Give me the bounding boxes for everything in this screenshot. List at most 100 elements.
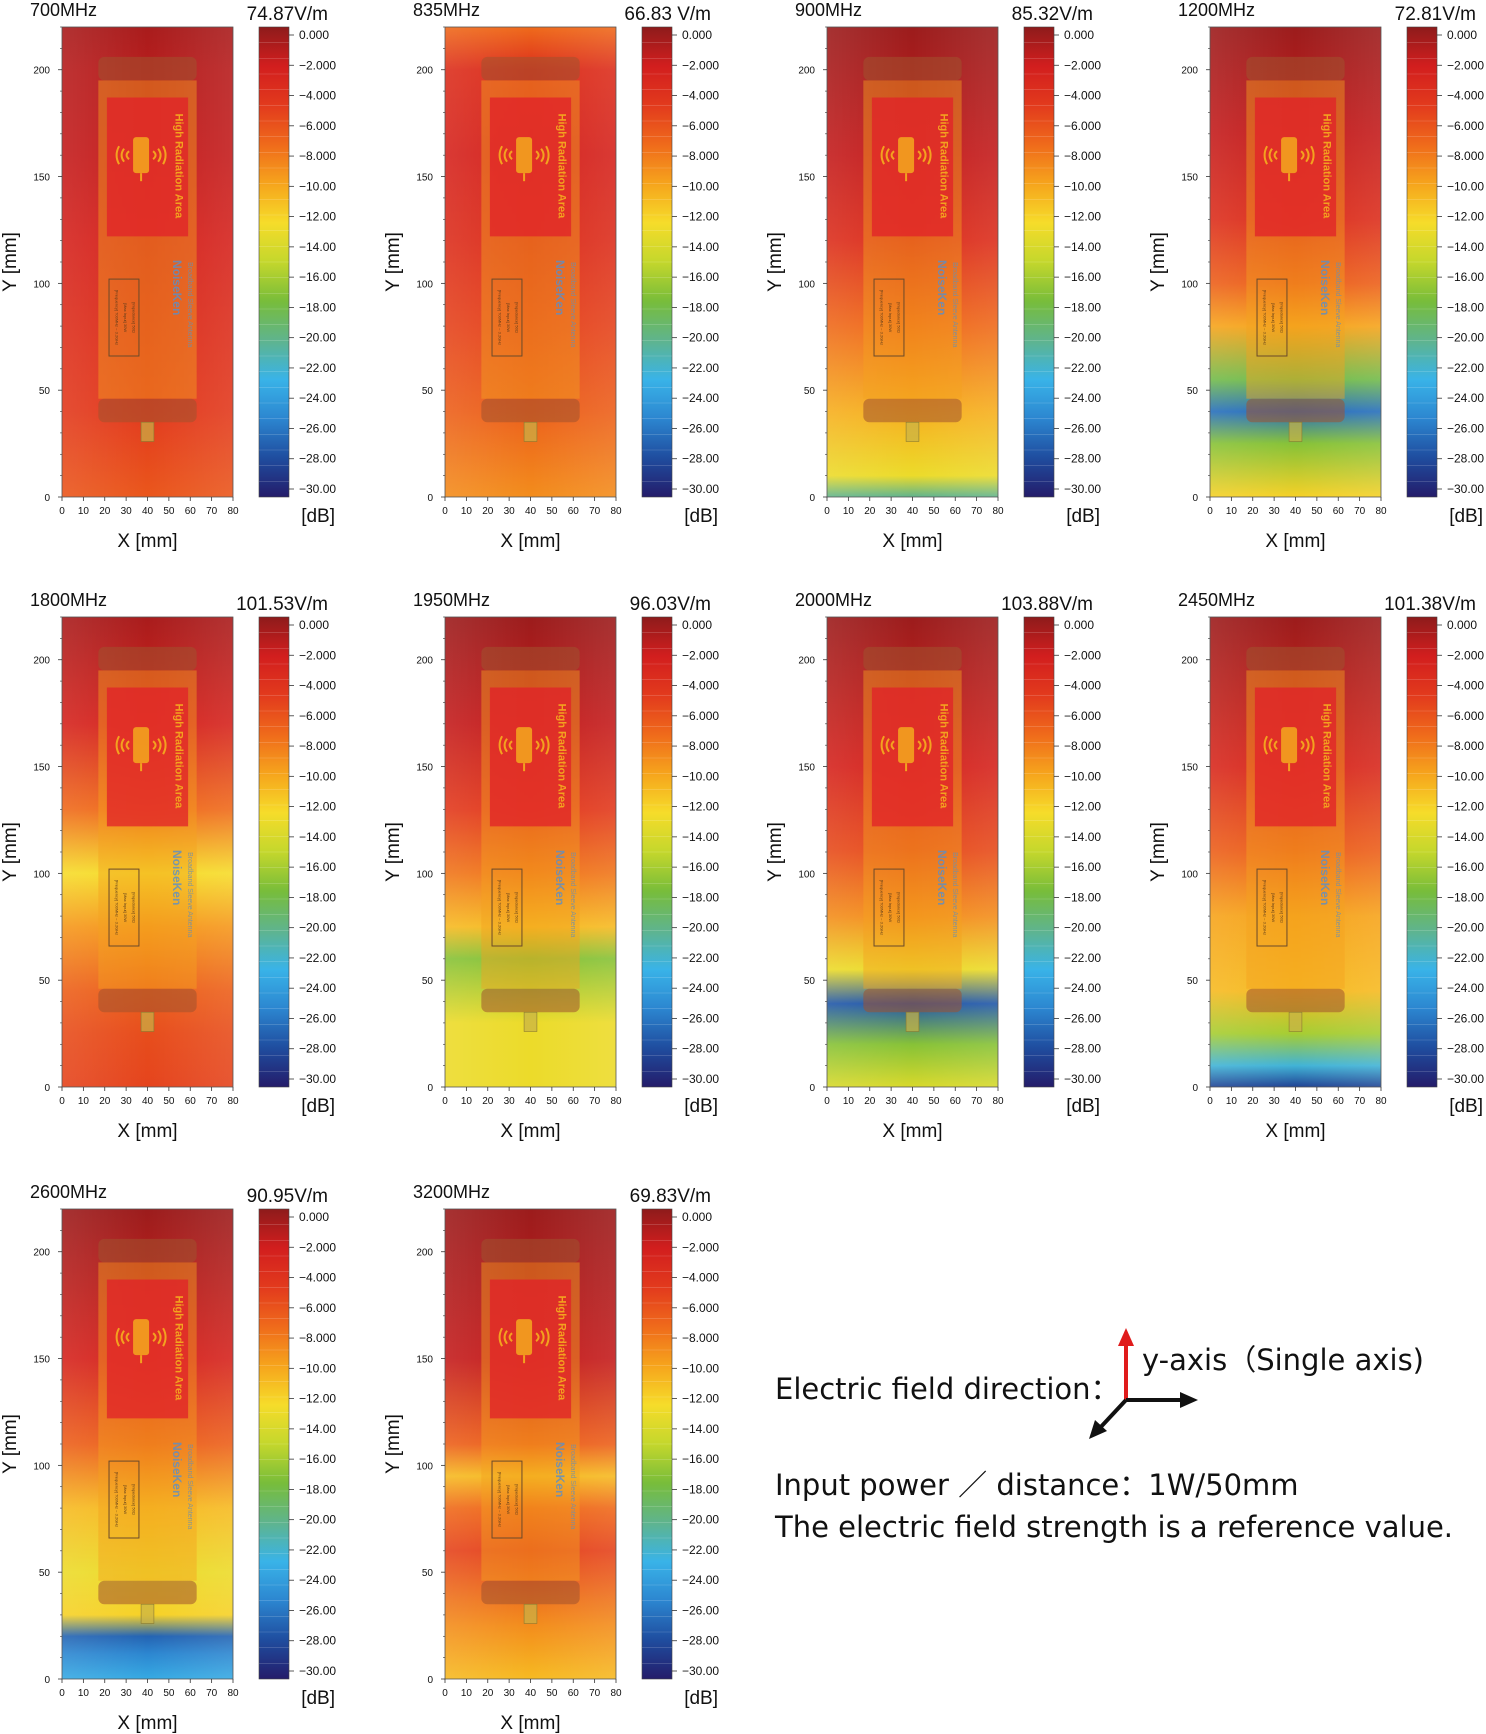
colorbar-tick-label: −30.00 [1064,1072,1101,1086]
x-tick-label: 20 [482,1096,494,1107]
x-tick-label: 60 [1333,1096,1345,1107]
y-tick-label: 200 [416,656,433,667]
x-tick-label: 10 [1226,1096,1238,1107]
x-tick-label: 70 [206,1096,218,1107]
y-tick-label: 100 [33,1461,50,1472]
wave-icon [1300,740,1305,750]
x-tick-label: 10 [461,1688,473,1699]
colorbar-tick-label: −10.00 [1447,769,1484,783]
panel-2600MHz: High Radiation Area NoiseKen Broadband Sle… [0,1182,336,1734]
x-tick-label: 0 [442,506,448,517]
y-tick-label: 50 [804,976,816,987]
y-tick-label: 0 [809,1083,815,1094]
frequency-title: 2000MHz [795,590,872,610]
wave-icon [927,735,932,755]
antenna-connector [905,421,920,442]
colorbar-tick-label: −24.00 [1447,391,1484,405]
wave-icon [1268,148,1273,163]
colorbar-tick-label: −18.00 [299,1482,336,1496]
colorbar-tick-label: −8.000 [299,739,336,753]
panel-3200MHz: High Radiation Area NoiseKen Broadband Sle… [383,1182,719,1734]
x-tick-label: 40 [1290,506,1302,517]
colorbar-tick-label: −22.00 [299,1543,336,1557]
colorbar-tick-label: −30.00 [299,1072,336,1086]
wave-icon [1305,738,1310,753]
max-field-value: 85.32V/m [1012,4,1093,25]
brand-label: NoiseKen [1318,260,1332,315]
brand-label: NoiseKen [170,1442,184,1497]
x-tick-label: 60 [185,506,197,517]
colorbar-tick-label: −24.00 [682,391,719,405]
colorbar-tick-label: −26.00 [682,421,719,435]
colorbar-tick-label: −10.00 [682,1361,719,1375]
antenna-connector [140,1603,155,1624]
colorbar-tick-label: −12.00 [299,1392,336,1406]
wave-icon [503,738,508,753]
y-tick-label: 0 [44,1675,50,1686]
colorbar-tick-label: −28.00 [1064,1042,1101,1056]
colorbar-tick-label: −10.00 [1064,769,1101,783]
x-tick-label: 40 [907,1096,919,1107]
wave-icon [157,1330,162,1345]
colorbar-tick-label: −8.000 [1447,149,1484,163]
high-radiation-label: High Radiation Area [1320,704,1332,810]
brand-label: NoiseKen [170,850,184,905]
colorbar-tick-label: −12.00 [682,800,719,814]
antenna-icon [1281,137,1298,174]
input-power-line: Input power ／ distance：1W/50mm [775,1468,1299,1502]
colorbar [641,1208,673,1680]
colorbar-tick-label: −30.00 [1447,482,1484,496]
x-tick-label: 20 [1247,1096,1259,1107]
wave-icon [1310,145,1315,165]
antenna-icon [133,137,150,174]
antenna-icon [516,1319,533,1356]
antenna-icon [898,137,915,174]
y-axis-label: Y [mm] [765,232,786,292]
colorbar-tick-label: −24.00 [1447,981,1484,995]
spec-box [491,1460,523,1539]
y-axis-label: y-axis（Single axis) [1142,1343,1424,1377]
colorbar-tick-label: −30.00 [682,1664,719,1678]
max-field-value: 101.53V/m [236,594,328,615]
wave-icon [508,150,513,160]
wave-icon [545,1327,550,1347]
colorbar-tick-label: −28.00 [682,452,719,466]
x-tick-label: 40 [525,506,537,517]
colorbar-tick-label: −20.00 [1064,331,1101,345]
x-tick-label: 60 [185,1096,197,1107]
colorbar-tick-label: −20.00 [299,331,336,345]
colorbar-tick-label: −26.00 [299,421,336,435]
x-tick-label: 80 [227,1688,239,1699]
colorbar-tick-label: −22.00 [682,361,719,375]
x-tick-label: 10 [843,506,855,517]
x-tick-label: 80 [227,506,239,517]
colorbar-tick-label: −12.00 [682,210,719,224]
spec-line: [Max Input] 30W [888,303,893,332]
colorbar-tick-label: −16.00 [299,1452,336,1466]
colorbar-tick-label: −2.000 [299,648,336,662]
spec-box [1256,868,1288,947]
colorbar [258,26,290,498]
antenna-top-cap [1246,646,1345,671]
spec-line: [Frequency] 700MHz ~ 3.2GHz [1262,290,1267,345]
max-field-value: 66.83 V/m [624,4,711,25]
wave-icon [503,1330,508,1345]
antenna-icon [516,727,533,764]
y-tick-label: 0 [44,1083,50,1094]
x-tick-label: 20 [864,1096,876,1107]
x-tick-label: 10 [78,1688,90,1699]
colorbar-tick-label: −14.00 [1064,240,1101,254]
x-tick-label: 10 [843,1096,855,1107]
colorbar-tick-label: 0.000 [682,1210,712,1224]
max-field-value: 103.88V/m [1001,594,1093,615]
colorbar-tick-label: 0.000 [1447,618,1477,632]
x-tick-label: 70 [971,506,983,517]
high-radiation-label: High Radiation Area [937,704,949,810]
frequency-title: 700MHz [30,0,97,20]
colorbar-unit: [dB] [301,1096,335,1117]
x-tick-label: 60 [568,506,580,517]
wave-icon [1300,150,1305,160]
antenna-connector [523,1603,538,1624]
y-arrowhead-icon [1118,1328,1134,1346]
colorbar-tick-label: −28.00 [682,1634,719,1648]
